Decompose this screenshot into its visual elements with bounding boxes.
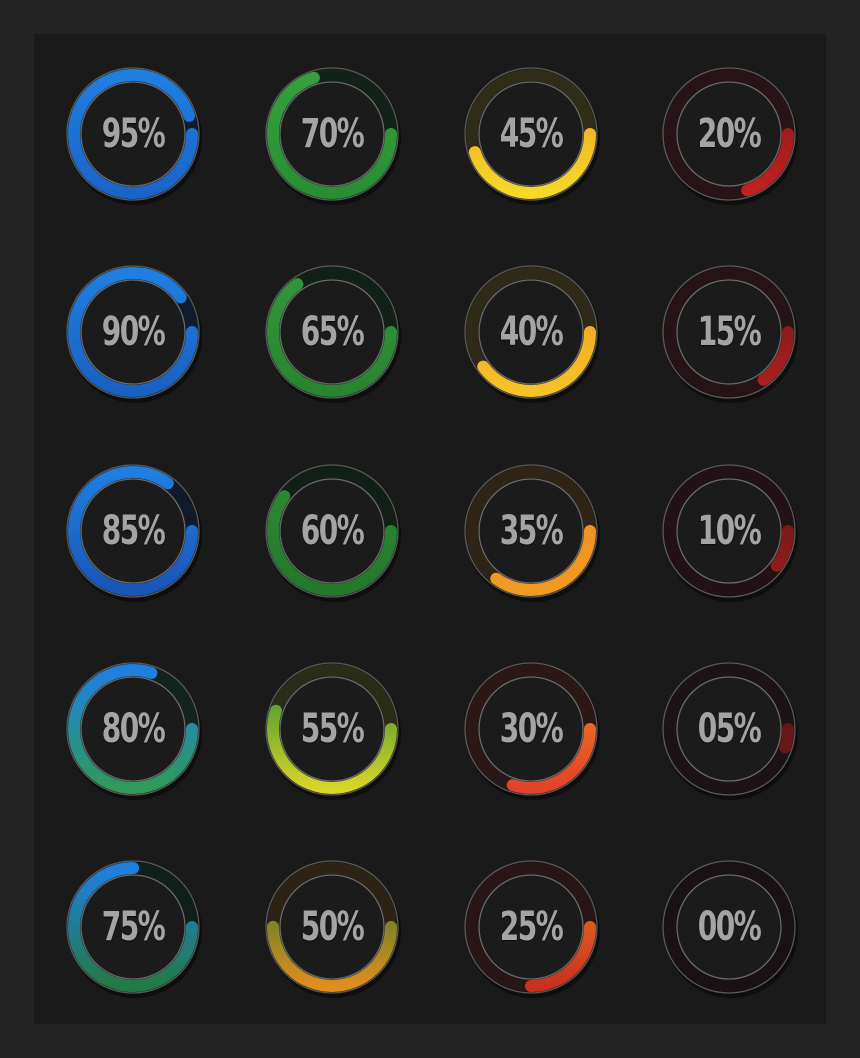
ring-inner-face (279, 676, 385, 782)
ring-inner-face (279, 279, 385, 385)
progress-ring-graphic (66, 464, 202, 602)
ring-inner-face (80, 874, 186, 980)
progress-arc (466, 664, 596, 794)
progress-ring: 30% (461, 659, 601, 800)
progress-ring-graphic (265, 662, 401, 800)
progress-ring-graphic (662, 265, 798, 403)
progress-ring-graphic (265, 464, 401, 602)
progress-arc (267, 862, 397, 992)
progress-ring-graphic (464, 662, 600, 800)
progress-arc (68, 267, 198, 397)
progress-ring-graphic (265, 265, 401, 403)
progress-ring: 40% (461, 262, 601, 403)
progress-ring-graphic (464, 265, 600, 403)
progress-arc (466, 466, 596, 596)
progress-ring: 35% (461, 461, 601, 602)
progress-ring-graphic (464, 860, 600, 998)
progress-ring: 90% (63, 262, 203, 403)
ring-inner-face (478, 478, 584, 584)
progress-arc (466, 862, 596, 992)
progress-ring: 80% (63, 659, 203, 800)
ring-inner-face (279, 874, 385, 980)
progress-ring-graphic (662, 67, 798, 205)
progress-ring-graphic (66, 860, 202, 998)
progress-ring: 15% (659, 262, 799, 403)
progress-arc (466, 267, 596, 397)
ring-inner-face (279, 81, 385, 187)
progress-ring-graphic (662, 860, 798, 998)
progress-ring-graphic (66, 265, 202, 403)
ring-inner-face (478, 676, 584, 782)
ring-inner-face (676, 81, 782, 187)
ring-inner-face (80, 279, 186, 385)
ring-inner-face (676, 279, 782, 385)
ring-inner-face (80, 81, 186, 187)
progress-ring-graphic (662, 464, 798, 602)
progress-arc (267, 466, 397, 596)
progress-ring: 65% (262, 262, 402, 403)
progress-ring-graphic (265, 67, 401, 205)
progress-ring: 00% (659, 857, 799, 998)
progress-ring: 85% (63, 461, 203, 602)
ring-inner-face (676, 874, 782, 980)
progress-ring: 45% (461, 64, 601, 205)
progress-arc (664, 267, 794, 397)
progress-ring: 75% (63, 857, 203, 998)
progress-arc (68, 862, 198, 992)
progress-arc (664, 664, 794, 794)
progress-arc (68, 69, 198, 199)
ring-inner-face (478, 279, 584, 385)
progress-arc (267, 664, 397, 794)
progress-arc (68, 466, 198, 596)
progress-ring-graphic (662, 662, 798, 800)
progress-ring-graphic (66, 67, 202, 205)
progress-arc (664, 69, 794, 199)
progress-arc (466, 69, 596, 199)
progress-arc (664, 466, 794, 596)
progress-arc (267, 267, 397, 397)
progress-ring-graphic (464, 67, 600, 205)
ring-inner-face (80, 478, 186, 584)
ring-inner-face (279, 478, 385, 584)
progress-ring: 50% (262, 857, 402, 998)
progress-ring: 70% (262, 64, 402, 205)
ring-inner-face (676, 676, 782, 782)
gauge-panel: 95% 70% 45% 20% 90% 65% 40% 15% 85% 60% 35% 10% 80% 5… (34, 34, 826, 1024)
ring-inner-face (478, 81, 584, 187)
progress-ring-graphic (464, 464, 600, 602)
ring-inner-face (676, 478, 782, 584)
progress-ring-graphic (265, 860, 401, 998)
progress-ring: 55% (262, 659, 402, 800)
progress-ring: 20% (659, 64, 799, 205)
ring-inner-face (478, 874, 584, 980)
ring-inner-face (80, 676, 186, 782)
ring-track-tint (664, 862, 794, 992)
progress-ring: 60% (262, 461, 402, 602)
progress-ring: 25% (461, 857, 601, 998)
progress-ring: 95% (63, 64, 203, 205)
progress-ring: 10% (659, 461, 799, 602)
progress-arc (267, 69, 397, 199)
ring-track (664, 862, 794, 992)
progress-arc (68, 664, 198, 794)
progress-ring: 05% (659, 659, 799, 800)
progress-ring-graphic (66, 662, 202, 800)
